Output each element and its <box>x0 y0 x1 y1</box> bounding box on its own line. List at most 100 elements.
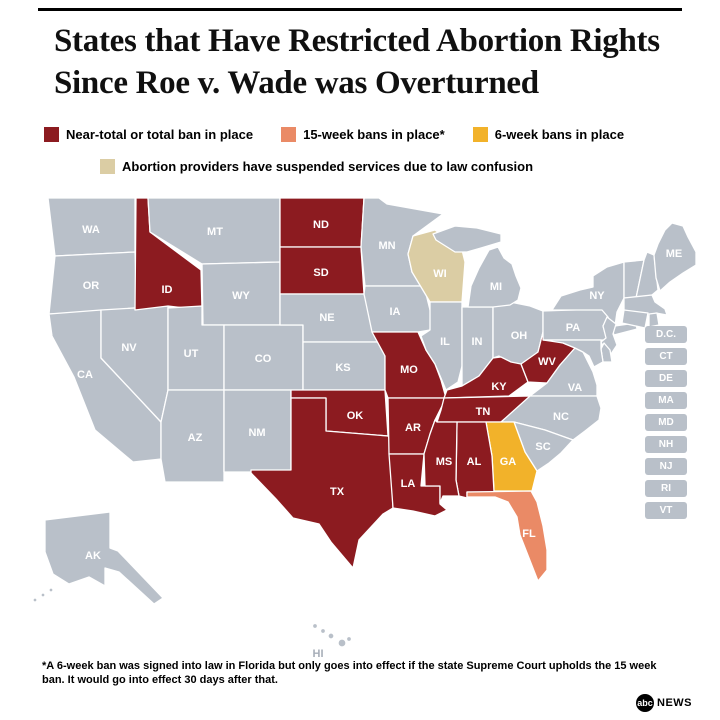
logo-news-text: NEWS <box>657 697 692 709</box>
footnote: *A 6-week ban was signed into law in Flo… <box>42 660 657 686</box>
small-state-box-NJ: NJ <box>645 458 687 475</box>
state-shape-MD <box>542 339 604 368</box>
state-label-ME: ME <box>666 248 683 260</box>
state-shape-AK-island <box>32 597 38 603</box>
state-shape-HI-island <box>327 632 335 640</box>
us-map: WA OR CA NV ID MT WY UT CO AZ NM ND SD NE KS OK TX MN IA MO… <box>32 197 697 660</box>
legend-label-4: Abortion providers have suspended servic… <box>122 159 534 174</box>
state-label-TX: TX <box>330 486 345 498</box>
us-map-container: WA OR CA NV ID MT WY UT CO AZ NM ND SD NE KS OK TX MN IA MO… <box>15 190 705 660</box>
state-shape-RI <box>648 312 660 328</box>
state-label-NM: NM <box>248 427 265 439</box>
legend-item-4: Abortion providers have suspended servic… <box>100 159 533 174</box>
state-label-NY: NY <box>589 290 605 302</box>
small-state-box-DC: D.C. <box>645 326 687 343</box>
small-state-box-RI: RI <box>645 480 687 497</box>
state-shape-HI-island <box>319 627 327 635</box>
state-label-WV: WV <box>538 356 556 368</box>
abc-logo-text: abc <box>637 698 653 708</box>
state-shape-LA <box>388 453 448 517</box>
legend-label-1: Near-total or total ban in place <box>66 127 254 142</box>
small-state-box-MD: MD <box>645 414 687 431</box>
small-state-box-VT: VT <box>645 502 687 519</box>
small-state-box-MA: MA <box>645 392 687 409</box>
state-label-ND: ND <box>313 219 329 231</box>
legend-item-1: Near-total or total ban in place <box>44 127 253 142</box>
legend-swatch-4 <box>100 159 115 174</box>
state-shape-FL <box>466 490 548 582</box>
state-shape-TX <box>250 397 394 569</box>
state-label-IN: IN <box>472 336 483 348</box>
state-label-OH: OH <box>511 330 528 342</box>
state-shape-MS <box>423 419 460 504</box>
state-shape-HI-island <box>337 638 347 648</box>
state-label-MI: MI <box>490 281 502 293</box>
small-state-box-CT: CT <box>645 348 687 365</box>
state-shape-AK <box>44 511 164 605</box>
state-shape-VA <box>529 347 598 397</box>
legend-item-3: 6-week bans in place <box>472 127 625 142</box>
state-shape-MO <box>371 331 447 399</box>
legend-label-2: 15-week bans in place* <box>303 127 445 142</box>
legend-item-2: 15-week bans in place* <box>281 127 445 142</box>
legend-swatch-3 <box>472 127 488 142</box>
legend-row-1: Near-total or total ban in place 15-week … <box>44 127 624 142</box>
state-labels: WA OR CA NV ID MT WY UT CO AZ NM ND SD NE KS OK TX MN IA MO… <box>77 219 682 660</box>
state-label-SC: SC <box>535 441 550 453</box>
state-label-AR: AR <box>405 422 421 434</box>
state-label-CA: CA <box>77 369 93 381</box>
legend-row-2: Abortion providers have suspended servic… <box>100 159 533 174</box>
state-label-MO: MO <box>400 364 418 376</box>
state-label-MT: MT <box>207 226 223 238</box>
state-shapes <box>32 197 697 648</box>
title-line-1: States that Have Restricted Abortion Rig… <box>54 23 660 59</box>
state-label-IL: IL <box>440 336 450 348</box>
state-label-KY: KY <box>491 381 507 393</box>
state-label-UT: UT <box>184 348 199 360</box>
state-label-TN: TN <box>476 406 491 418</box>
state-label-NV: NV <box>121 342 137 354</box>
state-label-OR: OR <box>83 280 100 292</box>
state-label-WY: WY <box>232 290 250 302</box>
state-label-NC: NC <box>553 411 569 423</box>
small-state-box-NH: NH <box>645 436 687 453</box>
abc-news-logo: abc NEWS <box>636 694 692 712</box>
state-label-GA: GA <box>500 456 517 468</box>
state-label-PA: PA <box>566 322 581 334</box>
legend-swatch-1 <box>44 127 59 142</box>
state-label-AL: AL <box>467 456 482 468</box>
legend-label-3: 6-week bans in place <box>494 127 625 142</box>
abc-logo-icon: abc <box>636 694 654 712</box>
state-label-VA: VA <box>568 382 583 394</box>
state-shape-AK-island <box>40 592 46 598</box>
state-label-ID: ID <box>162 284 173 296</box>
state-shape-MI-upper-peninsula <box>432 225 502 253</box>
small-state-box-DE: DE <box>645 370 687 387</box>
legend-swatch-2 <box>281 127 297 142</box>
state-label-LA: LA <box>401 478 416 490</box>
title-line-2: Since Roe v. Wade was Overturned <box>54 65 539 101</box>
small-states-list: D.C. CT DE MA MD NH NJ RI VT <box>645 326 687 519</box>
state-label-WI: WI <box>433 268 446 280</box>
state-label-AK: AK <box>85 550 101 562</box>
state-shape-HI-island <box>311 622 319 630</box>
state-label-MS: MS <box>436 456 453 468</box>
page-title: States that Have Restricted Abortion Rig… <box>54 20 660 104</box>
state-label-NE: NE <box>319 312 334 324</box>
state-shape-MI <box>467 246 522 308</box>
state-label-FL: FL <box>522 528 536 540</box>
state-label-HI: HI <box>313 648 324 660</box>
state-shape-AK-island <box>48 587 54 593</box>
state-shape-HI-island <box>345 635 353 643</box>
top-rule <box>38 8 682 11</box>
state-label-MN: MN <box>378 240 395 252</box>
state-label-OK: OK <box>347 410 364 422</box>
state-label-AZ: AZ <box>188 432 203 444</box>
state-label-CO: CO <box>255 353 272 365</box>
state-label-SD: SD <box>313 267 328 279</box>
state-shape-ME <box>653 222 697 292</box>
state-label-WA: WA <box>82 224 100 236</box>
state-label-IA: IA <box>390 306 401 318</box>
state-label-KS: KS <box>335 362 350 374</box>
